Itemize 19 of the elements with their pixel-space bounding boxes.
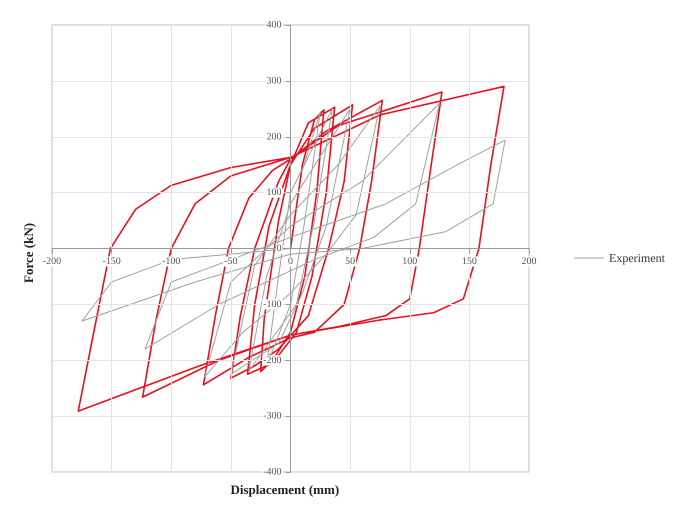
y-tick-label: 400 [266,20,282,30]
x-tick-label: -150 [102,256,121,267]
x-tick-label: 100 [402,256,418,267]
y-tick-label: -300 [263,410,282,422]
y-tick-label: 0 [276,243,282,254]
x-tick-label: -200 [42,256,62,267]
legend-label: Experiment [609,251,666,265]
y-tick-label: -100 [263,298,282,310]
y-tick-label: 200 [266,131,282,142]
y-tick-label: 100 [266,187,282,198]
y-tick-label: -400 [263,466,282,478]
x-tick-label: 50 [345,256,356,267]
x-tick-label: 0 [288,256,293,267]
x-axis-title: Displacement (mm) [230,482,340,497]
line-series [77,86,505,412]
x-tick-label: 150 [462,256,477,267]
x-tick-label: 200 [522,256,536,267]
y-tick-label: 300 [266,75,282,86]
y-axis-title: Force (kN) [21,222,36,283]
